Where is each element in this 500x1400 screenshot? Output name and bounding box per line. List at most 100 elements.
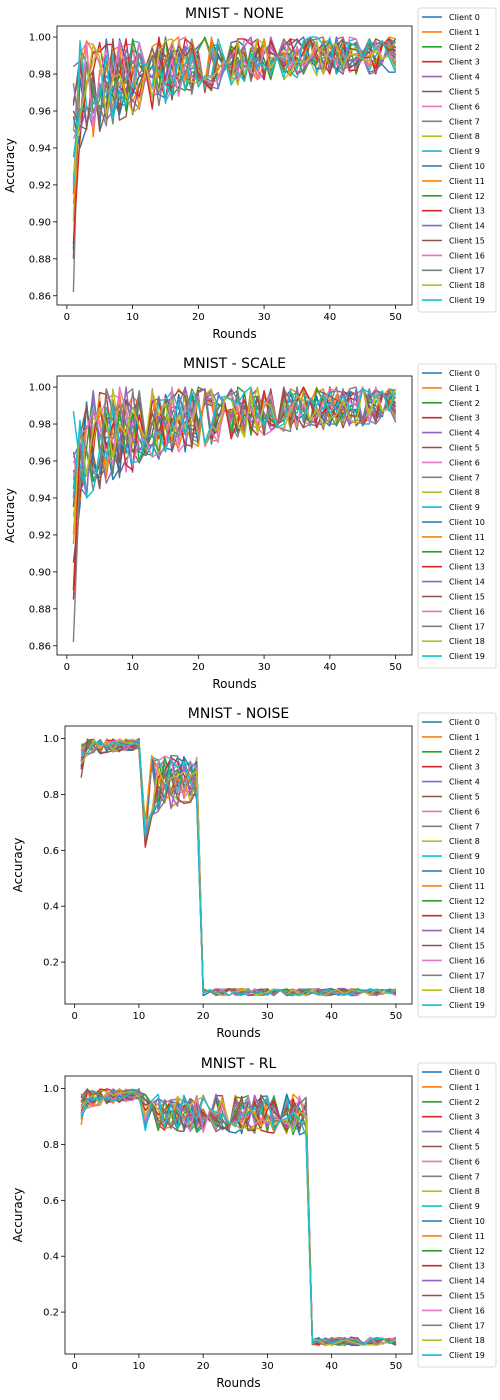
- legend-label-client-19: Client 19: [449, 652, 485, 661]
- legend-label-client-5: Client 5: [449, 1143, 480, 1152]
- y-tick-label: 0.4: [43, 902, 59, 913]
- legend-frame: [417, 712, 497, 1018]
- legend-label-client-8: Client 8: [449, 1187, 480, 1196]
- legend-label-client-14: Client 14: [449, 222, 485, 231]
- legend-label-client-10: Client 10: [449, 518, 485, 527]
- x-tick-label: 50: [389, 312, 402, 323]
- y-tick-label: 0.6: [43, 846, 59, 857]
- legend: Client 0 Client 1 Client 2 Client 3 Client 4…: [417, 712, 497, 1018]
- series-line-client-15: [80, 738, 397, 996]
- y-tick-label: 0.92: [29, 530, 51, 541]
- legend-label-client-11: Client 11: [449, 882, 485, 891]
- series-lines: [72, 386, 397, 643]
- series-lines: [80, 737, 397, 997]
- legend-label-client-2: Client 2: [449, 399, 480, 408]
- x-tick-label: 40: [325, 1361, 338, 1372]
- x-tick-label: 0: [64, 662, 70, 673]
- series-lines: [72, 36, 397, 293]
- legend-label-client-19: Client 19: [449, 296, 485, 305]
- legend-label-client-14: Client 14: [449, 1277, 485, 1286]
- legend: Client 0 Client 1 Client 2 Client 3 Client 4…: [417, 7, 497, 313]
- series-line-client-19: [72, 36, 397, 158]
- series-line-client-14: [80, 739, 397, 997]
- series-line-client-13: [80, 738, 397, 997]
- y-tick-label: 0.90: [29, 217, 51, 228]
- y-axis-title: Accuracy: [3, 488, 17, 543]
- legend-label-client-9: Client 9: [449, 852, 480, 861]
- chart-title: MNIST - SCALE: [183, 356, 286, 372]
- y-tick-label: 1.0: [43, 1084, 59, 1095]
- legend-label-client-6: Client 6: [449, 1157, 480, 1166]
- series-line-client-11: [80, 738, 396, 996]
- series-line-client-18: [80, 1090, 397, 1346]
- x-axis-title: Rounds: [212, 677, 256, 691]
- series-line-client-0: [80, 740, 397, 997]
- x-tick-label: 20: [197, 1011, 210, 1022]
- legend: Client 0 Client 1 Client 2 Client 3 Client 4…: [417, 363, 497, 669]
- legend-label-client-12: Client 12: [449, 192, 485, 201]
- y-tick-label: 0.88: [29, 254, 51, 265]
- legend-label-client-13: Client 13: [449, 207, 485, 216]
- legend-label-client-11: Client 11: [449, 533, 485, 542]
- x-axis-title: Rounds: [216, 1376, 260, 1390]
- legend-label-client-4: Client 4: [449, 429, 480, 438]
- x-tick-label: 20: [197, 1361, 210, 1372]
- legend-label-client-4: Client 4: [449, 778, 480, 787]
- legend-label-client-16: Client 16: [449, 1306, 485, 1315]
- legend-label-client-17: Client 17: [449, 971, 485, 980]
- legend-label-client-9: Client 9: [449, 147, 480, 156]
- chart-panel-2: 0 10 20 30 40 50 0.2 0.4 0.6 0.8 1.0 MNIST - NOISE R…: [11, 706, 497, 1040]
- legend-label-client-16: Client 16: [449, 956, 485, 965]
- x-tick-label: 40: [323, 662, 336, 673]
- y-tick-label: 0.98: [29, 420, 51, 431]
- y-axis-title: Accuracy: [11, 1188, 25, 1243]
- legend-label-client-17: Client 17: [449, 1321, 485, 1330]
- x-tick-label: 0: [64, 312, 70, 323]
- chart-panel-1: 0 10 20 30 40 50 0.86 0.88 0.90 0.92 0.94 0.96 0.98 1…: [3, 356, 497, 691]
- chart-title: MNIST - NOISE: [188, 706, 289, 722]
- legend-label-client-8: Client 8: [449, 837, 480, 846]
- legend-label-client-6: Client 6: [449, 807, 480, 816]
- legend-label-client-2: Client 2: [449, 748, 480, 757]
- y-tick-label: 0.94: [29, 143, 51, 154]
- legend-label-client-13: Client 13: [449, 912, 485, 921]
- legend-label-client-3: Client 3: [449, 1113, 480, 1122]
- y-tick-label: 0.92: [29, 180, 51, 191]
- legend-label-client-4: Client 4: [449, 73, 480, 82]
- legend-label-client-2: Client 2: [449, 1098, 480, 1107]
- legend-label-client-6: Client 6: [449, 102, 480, 111]
- y-axis-title: Accuracy: [11, 838, 25, 893]
- x-tick-label: 10: [126, 312, 139, 323]
- x-tick-label: 10: [133, 1361, 146, 1372]
- legend-label-client-15: Client 15: [449, 942, 485, 951]
- legend-label-client-1: Client 1: [449, 1083, 480, 1092]
- x-tick-label: 30: [261, 1011, 274, 1022]
- x-tick-label: 10: [126, 662, 139, 673]
- x-axis-title: Rounds: [216, 1026, 260, 1040]
- legend-label-client-15: Client 15: [449, 593, 485, 602]
- y-tick-label: 0.6: [43, 1196, 59, 1207]
- y-tick-label: 0.90: [29, 567, 51, 578]
- x-tick-label: 50: [390, 1361, 403, 1372]
- axes-frame: [56, 375, 413, 656]
- x-tick-label: 30: [258, 312, 271, 323]
- legend-label-client-13: Client 13: [449, 1262, 485, 1271]
- legend-label-client-11: Client 11: [449, 1232, 485, 1241]
- series-line-client-10: [80, 1089, 396, 1347]
- legend-label-client-3: Client 3: [449, 763, 480, 772]
- y-tick-label: 0.8: [43, 790, 59, 801]
- series-line-client-12: [80, 1090, 397, 1346]
- series-line-client-13: [72, 36, 396, 245]
- series-line-client-7: [80, 1089, 397, 1347]
- legend-frame: [417, 363, 497, 669]
- legend-label-client-17: Client 17: [449, 622, 485, 631]
- axes-frame: [64, 1075, 413, 1355]
- y-tick-label: 0.88: [29, 604, 51, 615]
- x-axis-title: Rounds: [212, 327, 256, 341]
- series-line-client-18: [72, 38, 397, 176]
- legend-label-client-10: Client 10: [449, 162, 485, 171]
- legend-label-client-0: Client 0: [449, 718, 480, 727]
- legend-label-client-0: Client 0: [449, 369, 480, 378]
- legend-label-client-4: Client 4: [449, 1128, 480, 1137]
